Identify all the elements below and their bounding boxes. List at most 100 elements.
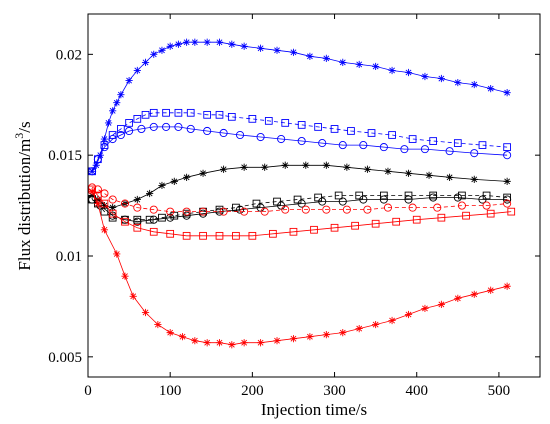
data-point: [503, 151, 512, 160]
data-point: [363, 165, 372, 173]
data-point: [256, 132, 265, 142]
data-point: [322, 331, 330, 339]
data-point: [113, 99, 121, 107]
data-point: [404, 191, 413, 200]
data-point: [203, 38, 211, 46]
series-5: [88, 191, 511, 224]
data-point: [379, 195, 388, 204]
data-point: [170, 177, 178, 185]
data-point: [355, 60, 363, 69]
series-line: [91, 112, 508, 172]
data-point: [347, 127, 355, 135]
data-point: [404, 195, 413, 204]
data-point: [88, 167, 97, 176]
series-2: [88, 108, 511, 176]
data-point: [133, 66, 141, 75]
data-point: [166, 213, 175, 222]
data-point: [351, 221, 359, 230]
data-point: [154, 320, 162, 329]
data-point: [322, 161, 330, 169]
data-point: [404, 310, 413, 319]
data-point: [289, 227, 298, 236]
data-point: [116, 130, 125, 140]
series-1: [88, 38, 511, 175]
data-point: [318, 197, 327, 206]
data-point: [158, 213, 166, 222]
data-point: [149, 122, 158, 131]
data-point: [289, 335, 298, 343]
x-tick-label: 0: [84, 383, 92, 399]
data-point: [297, 121, 306, 129]
data-point: [388, 316, 396, 325]
data-point: [199, 209, 208, 218]
data-point: [445, 147, 454, 156]
data-point: [178, 333, 187, 341]
data-point: [125, 119, 133, 127]
data-point: [182, 207, 191, 216]
y-axis-label-sup: 3: [12, 133, 26, 139]
data-point: [104, 119, 113, 127]
data-point: [120, 199, 130, 208]
data-point: [339, 329, 347, 337]
chart-marks: [88, 38, 516, 349]
data-point: [203, 110, 212, 119]
data-point: [166, 229, 175, 238]
data-point: [166, 329, 174, 337]
data-point: [235, 205, 245, 214]
x-tick-label: 500: [488, 383, 511, 399]
data-point: [421, 72, 429, 81]
data-point: [182, 211, 191, 220]
data-point: [199, 169, 207, 177]
data-point: [133, 203, 142, 212]
data-point: [507, 207, 516, 216]
data-point: [383, 203, 393, 212]
data-point: [108, 131, 117, 139]
data-point: [503, 143, 511, 151]
plot-frame: [87, 13, 541, 378]
data-point: [141, 110, 150, 119]
data-point: [158, 181, 166, 190]
data-point: [125, 76, 133, 85]
data-point: [334, 191, 343, 200]
data-point: [141, 308, 150, 317]
data-point: [310, 225, 318, 234]
data-point: [220, 165, 228, 173]
data-point: [199, 231, 207, 240]
data-point: [273, 337, 281, 345]
data-point: [437, 74, 445, 83]
series-line: [91, 189, 512, 237]
data-point: [166, 42, 174, 50]
data-point: [388, 131, 396, 139]
data-point: [215, 231, 224, 240]
data-point: [425, 171, 433, 179]
y-tick-label: 0.02: [56, 47, 82, 63]
data-point: [446, 173, 454, 181]
data-point: [109, 204, 117, 212]
data-point: [100, 143, 109, 152]
data-point: [330, 125, 339, 133]
data-point: [94, 195, 102, 204]
data-point: [277, 134, 286, 144]
data-point: [186, 124, 195, 133]
data-point: [240, 42, 248, 50]
data-point: [379, 143, 388, 152]
data-point: [94, 199, 102, 208]
data-point: [359, 141, 368, 150]
y-tick-label: 0.015: [48, 148, 82, 164]
data-point: [174, 108, 183, 117]
data-point: [359, 195, 368, 204]
series-8: [88, 185, 516, 240]
data-point: [412, 215, 421, 224]
data-point: [264, 117, 273, 125]
x-axis-label: Injection time/s: [261, 400, 367, 419]
data-point: [182, 231, 191, 240]
x-tick-label: 100: [159, 383, 182, 399]
data-point: [372, 62, 380, 71]
data-point: [458, 191, 466, 200]
data-point: [133, 223, 142, 232]
data-point: [170, 211, 179, 220]
x-tick-label: 300: [323, 383, 346, 399]
data-point: [503, 177, 511, 185]
series-3: [88, 122, 512, 176]
data-point: [421, 304, 429, 313]
